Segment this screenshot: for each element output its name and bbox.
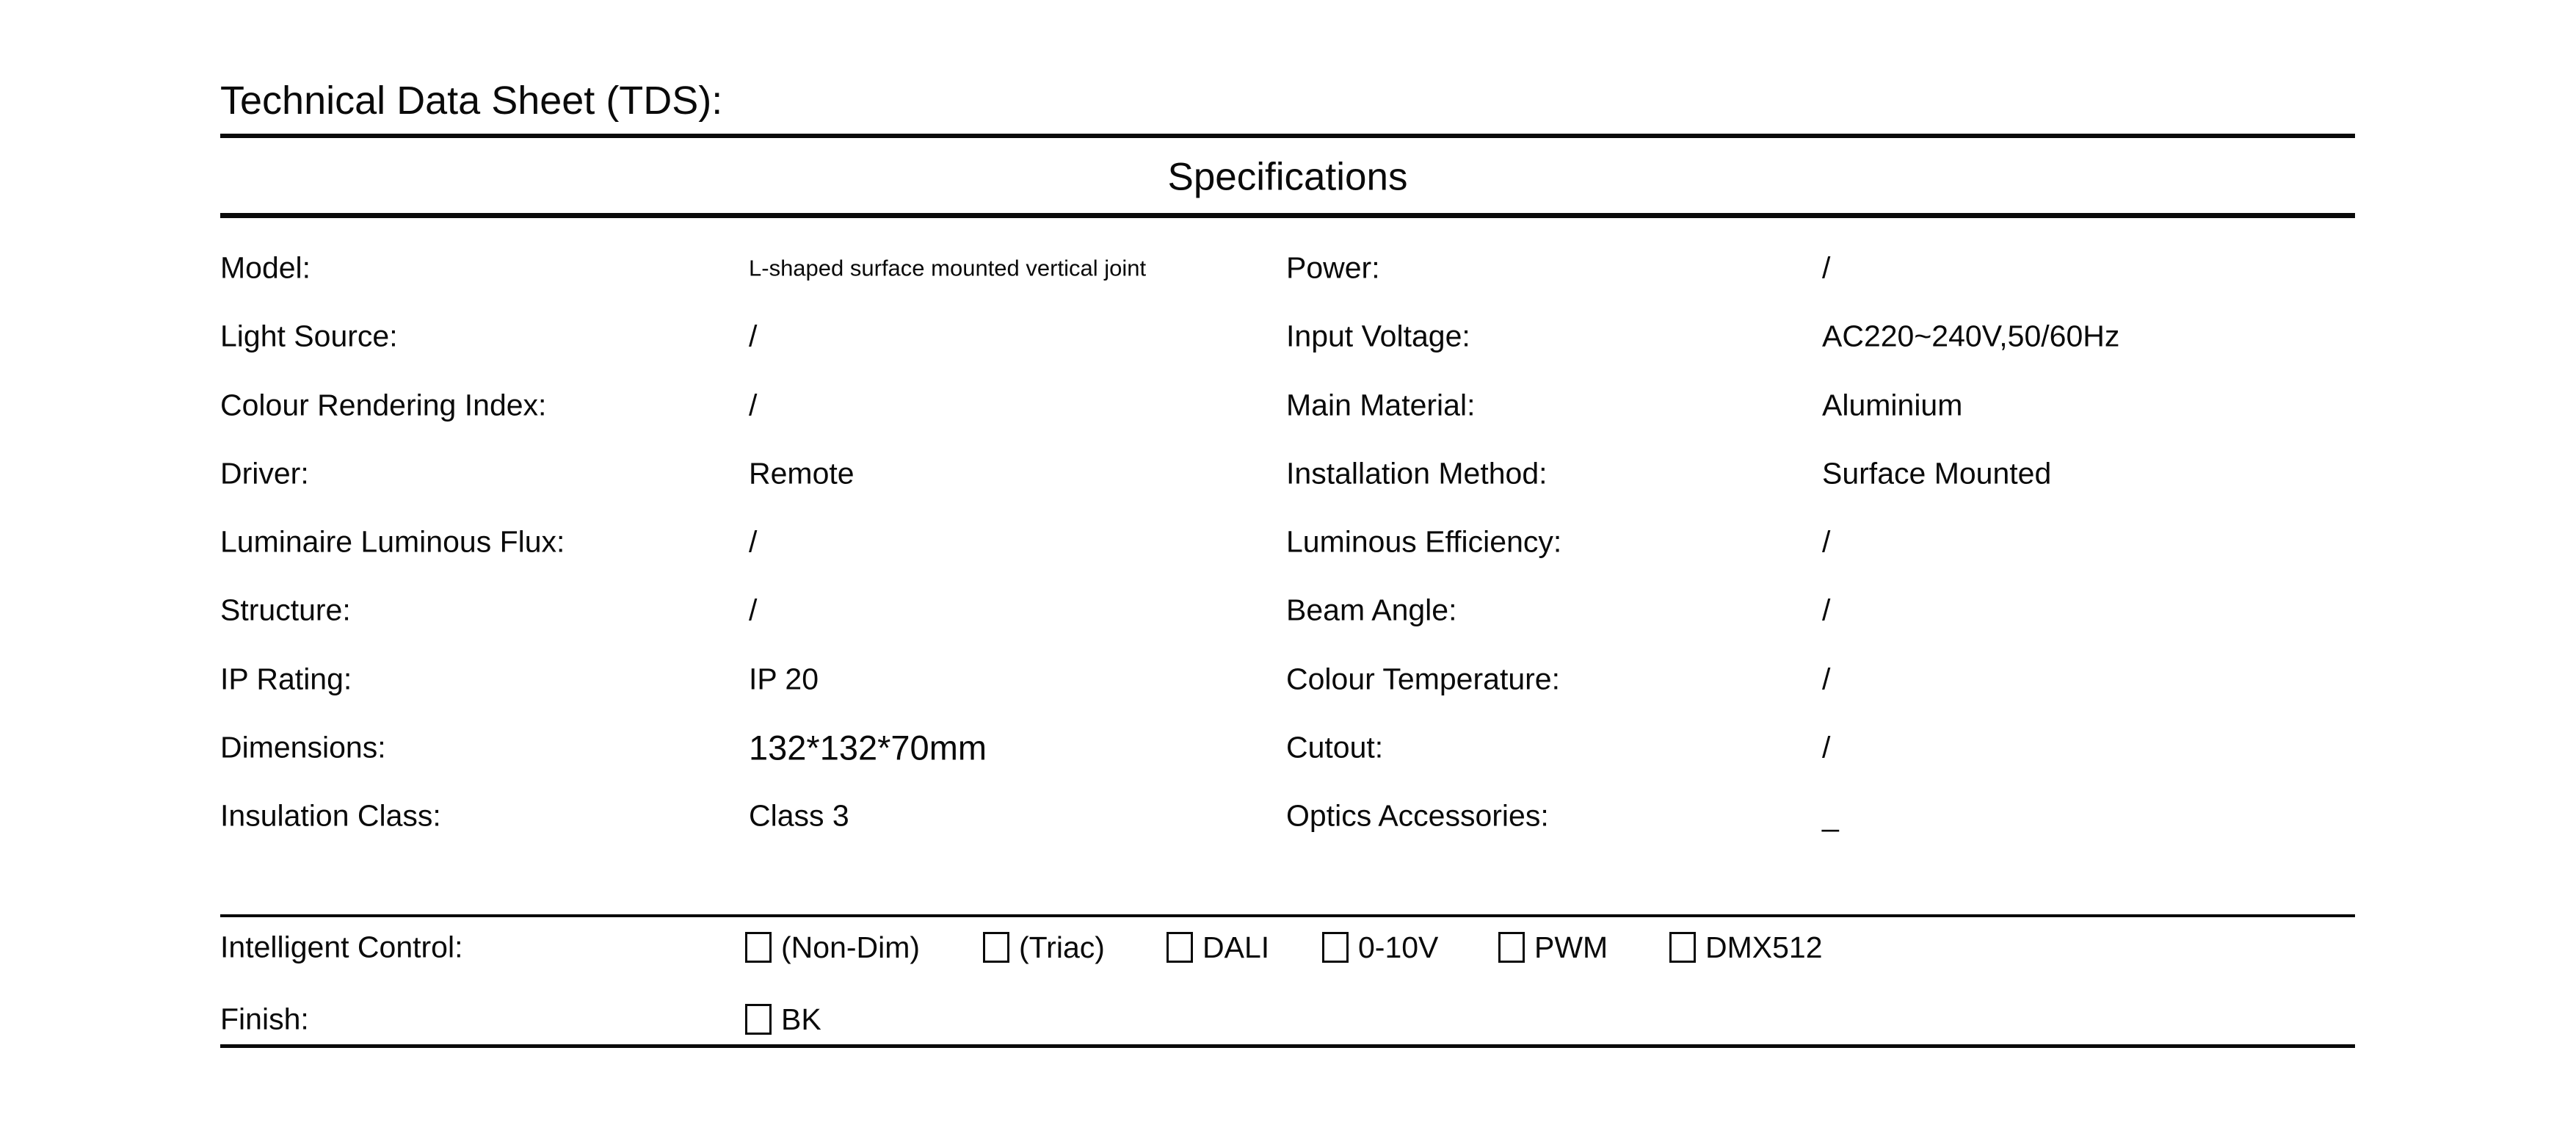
spec-row-5-left-value: / (749, 593, 758, 627)
checkbox-bk[interactable] (745, 1004, 772, 1035)
spec-row-4-right-label: Luminous Efficiency: (1286, 524, 1562, 559)
option-0-10v: 0-10V (1322, 932, 1438, 963)
option-dmx512: DMX512 (1669, 932, 1823, 963)
spec-row-6-left-label: IP Rating: (220, 662, 352, 695)
spec-row-7-left-value: 132*132*70mm (749, 728, 987, 767)
spec-row-5-right-label: Beam Angle: (1286, 593, 1457, 627)
checkbox-triac[interactable] (983, 932, 1009, 963)
spec-row-3-right-value: Surface Mounted (1822, 456, 2052, 491)
spec-row-7-left-label: Dimensions: (220, 730, 386, 764)
page-title: Technical Data Sheet (TDS): (220, 79, 723, 123)
option-dali: DALI (1167, 932, 1269, 963)
spec-row-1-left-label: Light Source: (220, 319, 398, 353)
option-non-dim: (Non-Dim) (745, 932, 920, 963)
specifications-header: Specifications (1167, 155, 1408, 199)
checkbox-pwm[interactable] (1498, 932, 1525, 963)
spec-row-2-left-value: / (749, 388, 758, 422)
intelligent-control-label: Intelligent Control: (220, 930, 463, 964)
spec-row-5-left-label: Structure: (220, 593, 351, 627)
spec-row-3-left-label: Driver: (220, 456, 309, 491)
option-triac: (Triac) (983, 932, 1105, 963)
divider-above-controls (220, 914, 2355, 917)
option-bk: BK (745, 1004, 821, 1035)
checkbox-0-10v[interactable] (1322, 932, 1349, 963)
spec-row-0-right-label: Power: (1286, 250, 1380, 285)
spec-row-3-right-label: Installation Method: (1286, 456, 1548, 491)
spec-row-8-left-value: Class 3 (749, 798, 849, 833)
checkbox-label-triac: (Triac) (1019, 930, 1105, 964)
divider-under-title (220, 134, 2355, 138)
spec-row-0-left-value: L-shaped surface mounted vertical joint (749, 255, 1147, 281)
checkbox-dmx512[interactable] (1669, 932, 1696, 963)
checkbox-label-dmx512: DMX512 (1705, 930, 1823, 964)
checkbox-label-bk: BK (781, 1002, 821, 1036)
spec-row-4-right-value: / (1822, 524, 1831, 559)
spec-row-3-left-value: Remote (749, 456, 855, 491)
spec-row-5-right-value: / (1822, 593, 1831, 627)
spec-row-1-left-value: / (749, 319, 758, 353)
spec-row-1-right-label: Input Voltage: (1286, 319, 1470, 353)
spec-row-8-right-value: _ (1822, 798, 1839, 833)
spec-row-2-right-label: Main Material: (1286, 388, 1476, 422)
spec-row-2-right-value: Aluminium (1822, 388, 1963, 422)
divider-bottom (220, 1044, 2355, 1048)
spec-row-8-left-label: Insulation Class: (220, 798, 441, 833)
spec-row-6-left-value: IP 20 (749, 662, 819, 695)
checkbox-label-pwm: PWM (1534, 930, 1608, 964)
spec-row-4-left-value: / (749, 524, 758, 559)
finish-label: Finish: (220, 1002, 309, 1036)
option-pwm: PWM (1498, 932, 1608, 963)
spec-row-0-left-label: Model: (220, 250, 311, 285)
spec-row-7-right-value: / (1822, 730, 1831, 764)
spec-row-6-right-label: Colour Temperature: (1286, 662, 1560, 695)
spec-row-2-left-label: Colour Rendering Index: (220, 388, 547, 422)
spec-row-6-right-value: / (1822, 662, 1831, 695)
checkbox-dali[interactable] (1167, 932, 1193, 963)
spec-row-4-left-label: Luminaire Luminous Flux: (220, 524, 565, 559)
divider-under-header (220, 213, 2355, 218)
spec-row-0-right-value: / (1822, 250, 1831, 285)
checkbox-label-dali: DALI (1202, 930, 1270, 964)
checkbox-non-dim[interactable] (745, 932, 772, 963)
checkbox-label-non-dim: (Non-Dim) (781, 930, 921, 964)
spec-row-8-right-label: Optics Accessories: (1286, 798, 1549, 833)
checkbox-label-0-10v: 0-10V (1358, 930, 1439, 964)
spec-row-1-right-value: AC220~240V,50/60Hz (1822, 319, 2120, 353)
spec-row-7-right-label: Cutout: (1286, 730, 1384, 764)
